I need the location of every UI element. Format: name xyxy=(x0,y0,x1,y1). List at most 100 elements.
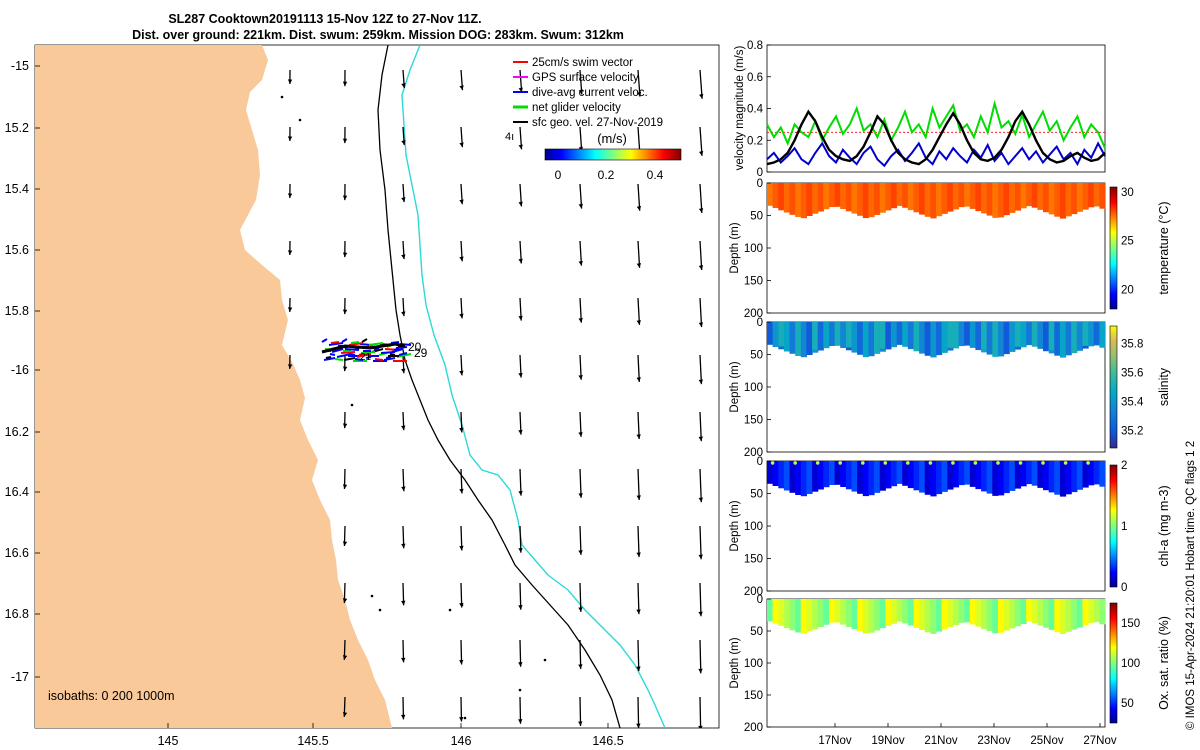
sfc-vector-head xyxy=(342,366,348,372)
section-cell xyxy=(902,599,909,624)
section-cell xyxy=(823,183,830,210)
sfc-vector-head xyxy=(459,545,464,551)
sfc-vector-head xyxy=(459,313,464,319)
sfc-vector xyxy=(579,582,582,612)
section-cell xyxy=(845,183,853,212)
section-cell xyxy=(829,322,836,346)
track-segment xyxy=(343,357,356,361)
section-cell xyxy=(1093,461,1100,485)
section-cell xyxy=(964,461,971,485)
geostrophic-vectors xyxy=(280,69,704,728)
colorbar-label: chl-a (mg m-3) xyxy=(1157,485,1171,566)
section-cell xyxy=(823,461,830,488)
colorbar-tick-label: 30 xyxy=(1121,187,1134,199)
section-cell xyxy=(806,461,813,494)
map-y-tick-label: 16.8 xyxy=(5,607,29,621)
section-cell xyxy=(958,461,965,486)
section-cell xyxy=(834,322,841,346)
map-colorbar xyxy=(544,148,682,161)
section-y-tick-label: 150 xyxy=(744,554,763,566)
section-cell xyxy=(1014,599,1022,627)
section-cell xyxy=(795,461,802,495)
colorbar-tick-label: 1 xyxy=(1121,521,1127,533)
section-cell xyxy=(919,322,926,354)
section-cell xyxy=(1099,322,1106,348)
section-cell xyxy=(1059,599,1067,634)
section-cell xyxy=(924,461,931,495)
island-dot xyxy=(378,608,382,612)
section-cell xyxy=(941,322,948,353)
section-cell xyxy=(1071,461,1078,493)
section-cell xyxy=(1054,322,1061,356)
section-y-tick-label: 150 xyxy=(744,690,763,702)
chl-surface-dot xyxy=(838,461,842,465)
isobaths-label: isobaths: 0 200 1000m xyxy=(48,689,174,703)
section-cell xyxy=(1065,322,1072,356)
sfc-vector-head xyxy=(342,252,348,258)
section-cell xyxy=(834,183,841,207)
section-cell xyxy=(924,599,931,633)
section-ylabel: Depth (m) xyxy=(729,637,741,688)
sfc-vector-head xyxy=(698,611,703,617)
section-cell xyxy=(1076,599,1083,628)
sfc-vector xyxy=(699,411,702,442)
section-cell xyxy=(1003,322,1010,355)
section-cell xyxy=(964,322,971,346)
section-cell xyxy=(812,599,819,630)
section-cell xyxy=(772,322,779,347)
section-cell xyxy=(817,322,824,351)
track-segment xyxy=(323,357,336,361)
colorbar-tick-label: 35.6 xyxy=(1121,367,1143,379)
map-x-tick-label: 145 xyxy=(158,734,179,748)
section-cell xyxy=(778,461,785,489)
sfc-vector xyxy=(699,696,702,728)
section-cell xyxy=(913,599,920,628)
sfc-vector-head xyxy=(459,427,464,433)
track-segment xyxy=(325,356,332,359)
sfc-vector-head xyxy=(342,598,348,603)
section-cell xyxy=(817,461,824,490)
velocity-ylabel: velocity magnitude (m/s) xyxy=(734,46,746,171)
section-cell xyxy=(862,461,869,497)
section-x-tick-label: 27Nov xyxy=(1083,735,1116,747)
sfc-vector-head xyxy=(636,377,641,382)
track-segment xyxy=(368,342,384,346)
legend-label: sfc geo. vel. 27-Nov-2019 xyxy=(532,117,663,129)
section-colorbar xyxy=(1109,325,1118,449)
sfc-vector-head xyxy=(578,89,584,95)
section-cell xyxy=(778,322,785,347)
section-y-tick-label: 0 xyxy=(757,178,763,190)
island-dot xyxy=(448,608,452,612)
sfc-vector-head xyxy=(698,379,703,385)
sfc-vector-head xyxy=(518,429,523,435)
sfc-vector-head xyxy=(287,193,293,198)
track-segment xyxy=(328,342,344,346)
section-cell xyxy=(1054,183,1061,217)
section-cell xyxy=(885,183,892,211)
section-cell xyxy=(941,599,948,630)
section-cell xyxy=(1020,461,1027,487)
chl-surface-dot xyxy=(1018,461,1023,465)
island-dot xyxy=(460,603,464,607)
sfc-vector-head xyxy=(698,554,703,560)
section-cell xyxy=(840,322,847,348)
section-cell xyxy=(907,599,914,626)
colorbar-tick-label: 2 xyxy=(1121,460,1127,472)
sfc-vector-head xyxy=(518,605,523,610)
colorbar-tick-label: 35.8 xyxy=(1121,338,1143,350)
sfc-vector-head xyxy=(518,144,523,150)
sfc-vector-head xyxy=(459,142,464,148)
track-segment xyxy=(356,353,372,358)
section-cell xyxy=(1009,461,1016,491)
section-cell xyxy=(907,183,914,211)
section-cell xyxy=(851,461,858,492)
sfc-vector-head xyxy=(459,370,464,376)
section-panel-3: 0 50 100 150 200 Depth (m) 50 100 150 Ox. sat. ra… xyxy=(729,594,1171,747)
section-cell xyxy=(845,599,853,627)
track-segment xyxy=(331,348,344,353)
section-cell xyxy=(952,322,960,349)
velocity-y-tick-label: 0 xyxy=(757,167,763,179)
section-cell xyxy=(1093,183,1100,207)
section-cell xyxy=(992,461,999,496)
section-cell xyxy=(800,461,807,497)
